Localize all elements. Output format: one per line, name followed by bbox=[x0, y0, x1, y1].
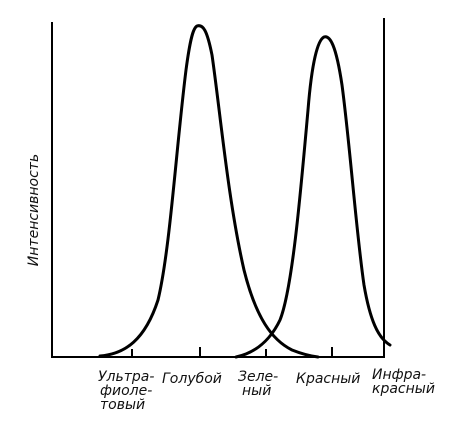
x-label-green: Зеле- ный bbox=[238, 369, 278, 399]
svg-text:Голубой: Голубой bbox=[162, 371, 222, 387]
blue-emission-curve bbox=[98, 24, 320, 359]
y-axis-label: Интенсивность bbox=[26, 154, 42, 266]
svg-text:фиоле-: фиоле- bbox=[100, 383, 152, 399]
x-label-infrared: Инфра- красный bbox=[372, 367, 435, 397]
svg-text:красный: красный bbox=[372, 381, 435, 397]
svg-text:Красный: Красный bbox=[296, 371, 360, 387]
svg-text:Зеле-: Зеле- bbox=[238, 369, 278, 385]
svg-text:товый: товый bbox=[100, 397, 145, 413]
red-emission-curve bbox=[234, 35, 392, 359]
svg-text:Инфра-: Инфра- bbox=[372, 367, 426, 383]
x-label-blue: Голубой bbox=[162, 371, 222, 387]
svg-text:Ультра-: Ультра- bbox=[98, 369, 154, 385]
svg-text:ный: ный bbox=[242, 383, 271, 399]
x-label-red: Красный bbox=[296, 371, 360, 387]
x-label-ultraviolet: Ультра- фиоле- товый bbox=[98, 369, 154, 413]
plot-frame bbox=[51, 18, 385, 358]
